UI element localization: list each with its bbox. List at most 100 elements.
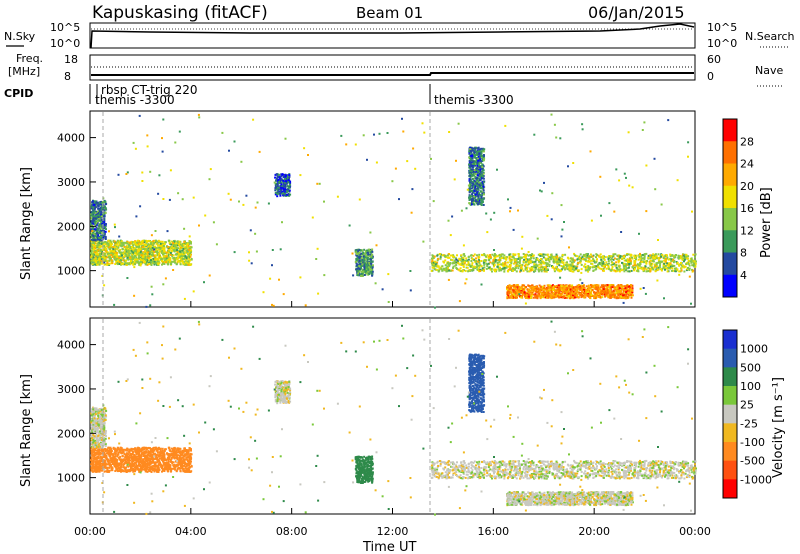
power-cell	[128, 251, 131, 254]
power-cell	[512, 291, 515, 294]
power-cell	[465, 263, 468, 266]
power-cell	[581, 286, 584, 289]
power-cell	[612, 258, 615, 261]
power-cell	[615, 291, 618, 294]
power-cell	[99, 207, 101, 210]
power-cell	[612, 262, 615, 265]
cpid-program-2: themis -3300	[95, 93, 175, 107]
power-cell	[160, 245, 163, 247]
power-cell	[155, 240, 158, 243]
power-cell	[95, 215, 98, 218]
power-cell	[185, 246, 188, 249]
power-cell	[493, 261, 496, 264]
power-cell	[528, 258, 531, 261]
power-cell	[156, 251, 159, 254]
power-cell	[358, 270, 361, 273]
power-cell	[150, 260, 153, 263]
power-cell	[616, 268, 619, 271]
power-cell	[108, 262, 111, 265]
power-cell	[440, 268, 443, 271]
power-cell	[486, 265, 489, 267]
power-cell	[102, 232, 105, 235]
power-cell	[531, 284, 534, 287]
power-cell	[103, 247, 106, 250]
power-cell	[518, 265, 521, 268]
power-cell	[687, 255, 690, 258]
power-cell	[97, 205, 100, 207]
power-cell	[105, 228, 107, 231]
power-cell	[90, 244, 93, 247]
power-cell	[621, 255, 624, 258]
power-cell	[509, 286, 512, 289]
power-cell	[362, 251, 365, 254]
power-cell	[92, 218, 95, 221]
power-cell	[181, 245, 184, 248]
power-cell	[189, 249, 192, 252]
power-cell	[543, 295, 546, 298]
power-cell	[430, 269, 433, 272]
power-cell	[99, 210, 102, 212]
power-cell	[641, 257, 644, 260]
power-cell	[100, 207, 103, 210]
power-cell	[161, 260, 164, 263]
power-cell	[560, 285, 563, 288]
power-cell	[149, 256, 152, 259]
power-cell	[546, 284, 549, 287]
power-cell	[366, 268, 369, 271]
power-cell	[554, 290, 556, 293]
power-cell	[359, 262, 362, 265]
power-cell	[181, 257, 184, 260]
power-cell	[517, 257, 520, 260]
power-cell	[609, 284, 612, 287]
power-cell	[638, 264, 641, 267]
power-cell	[156, 253, 159, 256]
power-cell	[629, 257, 632, 260]
power-cell	[147, 240, 150, 243]
power-cell	[612, 269, 615, 272]
power-cell	[612, 293, 615, 296]
power-cell	[607, 265, 610, 268]
power-cell	[518, 285, 521, 288]
power-cell	[662, 257, 665, 259]
power-cell	[508, 253, 511, 256]
power-cell	[187, 257, 190, 260]
power-cell	[489, 255, 492, 258]
power-cell	[597, 263, 599, 266]
power-cell	[101, 205, 104, 207]
power-cell	[578, 292, 581, 295]
power-cell	[371, 253, 374, 256]
power-cell	[631, 256, 633, 259]
power-cell	[100, 255, 103, 258]
power-cell	[287, 186, 290, 189]
power-cell	[463, 262, 466, 265]
power-cell	[581, 290, 584, 293]
power-cell	[682, 257, 685, 260]
power-cell	[592, 284, 595, 287]
power-cell	[97, 244, 100, 247]
power-cell	[601, 286, 604, 289]
power-cell	[94, 245, 97, 248]
power-cell	[141, 241, 144, 244]
power-cell	[602, 255, 604, 258]
power-cell	[622, 288, 624, 291]
power-cell	[189, 241, 192, 244]
power-cell	[679, 255, 682, 257]
power-cell	[134, 241, 137, 244]
power-cell	[600, 256, 602, 259]
power-cell	[571, 296, 574, 299]
power-cell	[496, 255, 499, 258]
power-cell	[513, 262, 515, 265]
power-cell	[570, 287, 573, 289]
power-cell	[593, 265, 596, 268]
power-cell	[584, 266, 587, 269]
power-cell	[159, 244, 162, 247]
power-cell	[617, 284, 620, 287]
power-cell	[92, 241, 95, 244]
power-cell	[605, 284, 608, 287]
power-cell	[99, 213, 102, 216]
power-cell	[131, 253, 134, 256]
freq-label-2: [MHz]	[8, 65, 40, 78]
power-cell	[599, 296, 602, 299]
power-cell	[96, 230, 99, 233]
power-cell	[597, 284, 600, 287]
